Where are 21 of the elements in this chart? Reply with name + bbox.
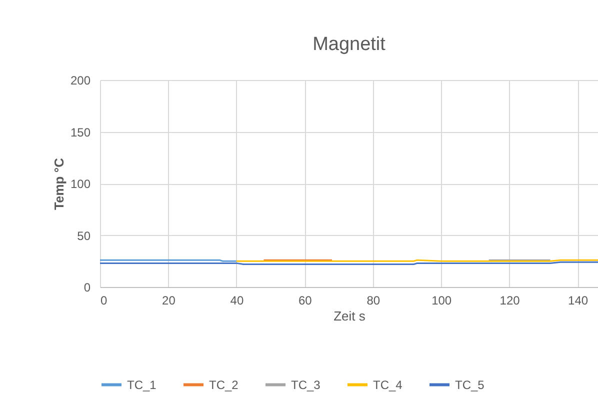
legend-label: TC_4 [373, 378, 403, 392]
legend-label: TC_5 [455, 378, 485, 392]
chart-title: Magnetit [312, 34, 386, 55]
x-tick-label: 120 [500, 294, 520, 308]
x-tick-label: 40 [230, 294, 244, 308]
y-tick-label: 200 [70, 74, 91, 88]
y-tick-label: 50 [77, 228, 91, 243]
y-axis-title: Temp °C [51, 157, 66, 210]
x-tick-label: 0 [100, 294, 108, 308]
y-tick-label: 150 [70, 125, 91, 140]
legend-label: TC_1 [127, 378, 157, 392]
x-axis-title: Zeit s [334, 308, 366, 324]
legend-label: TC_2 [209, 378, 239, 392]
x-tick-label: 60 [298, 294, 312, 308]
x-tick-label: 100 [432, 294, 452, 308]
x-tick-label: 80 [366, 294, 380, 308]
legend-label: TC_3 [291, 378, 321, 392]
x-tick-label: 20 [162, 294, 176, 308]
y-tick-label: 0 [84, 280, 91, 294]
x-tick-label: 140 [568, 294, 588, 308]
y-tick-label: 100 [70, 177, 91, 191]
